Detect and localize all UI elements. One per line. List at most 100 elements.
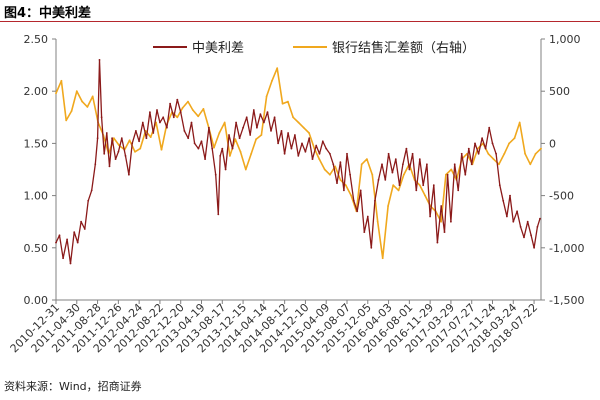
spread-point — [488, 126, 491, 129]
fx-settlement-point — [508, 142, 510, 145]
fx-settlement-point — [302, 126, 305, 129]
spread-point — [418, 158, 421, 161]
spread-point — [519, 226, 522, 228]
spread-point — [315, 144, 318, 147]
spread-point — [263, 121, 265, 124]
spread-point — [304, 150, 307, 153]
spread-point — [96, 137, 99, 140]
spread-point — [62, 257, 64, 260]
spread-point — [329, 152, 331, 155]
spread-point — [217, 213, 220, 216]
fx-settlement-point — [371, 173, 374, 176]
spread-point — [311, 158, 314, 161]
spread-point — [440, 205, 443, 207]
fx-settlement-point — [239, 150, 242, 153]
spread-point — [405, 147, 408, 150]
spread-point — [83, 228, 86, 230]
fx-settlement-point — [334, 165, 337, 168]
spread-point — [359, 189, 362, 192]
fx-settlement-point — [344, 184, 347, 187]
spread-point — [477, 152, 480, 155]
spread-point — [308, 137, 311, 140]
fx-settlement-point — [418, 184, 421, 187]
fx-settlement-point — [534, 152, 537, 155]
spread-point — [280, 130, 283, 132]
fx-settlement-point — [91, 95, 94, 98]
spread-point — [481, 137, 483, 140]
fx-settlement-point — [176, 116, 179, 119]
spread-point — [277, 142, 279, 145]
fx-settlement-point — [350, 194, 353, 197]
fx-settlement-point — [513, 137, 516, 140]
spread-point — [391, 171, 394, 174]
fx-settlement-point — [260, 134, 263, 136]
chart: 0.00 0.50 1.00 1.50 2.00 2.50 -1,500 -1,000 -500… — [8, 33, 585, 355]
spread-point — [100, 116, 103, 119]
spread-point — [339, 161, 342, 164]
spread-point — [149, 111, 151, 113]
spread-point — [190, 121, 193, 124]
spread-point — [214, 173, 217, 176]
fx-settlement-point — [297, 121, 300, 124]
fx-settlement-point — [329, 173, 331, 176]
spread-point — [349, 173, 351, 176]
fx-settlement-point — [181, 107, 184, 109]
fx-settlement-point — [213, 146, 215, 149]
fx-settlement-point — [445, 173, 447, 176]
spread-point — [256, 126, 258, 129]
spread-point — [221, 147, 224, 150]
spread-point — [249, 134, 252, 136]
spread-point — [387, 152, 390, 155]
spread-point — [98, 59, 101, 61]
spread-point — [287, 132, 289, 134]
fx-settlement-point — [128, 139, 131, 142]
fx-settlement-point — [402, 173, 405, 176]
fx-settlement-point — [75, 90, 78, 93]
spread-point — [294, 134, 296, 136]
chart-legend: 中美利差 银行结售汇差额（右轴） — [153, 40, 475, 56]
spread-point — [193, 142, 196, 145]
spread-point — [76, 241, 79, 244]
fx-settlement-point — [492, 158, 495, 161]
figure-header: 图4：中美利差 — [0, 0, 600, 22]
spread-point — [117, 150, 120, 153]
spread-point — [162, 116, 165, 119]
spread-point — [283, 152, 286, 155]
spread-point — [138, 140, 141, 143]
spread-point — [443, 231, 446, 234]
fx-settlement-point — [139, 147, 142, 150]
fx-settlement-point — [450, 168, 453, 171]
y-left-tick-label: 0.00 — [24, 294, 49, 307]
series-line-fx-settlement — [55, 67, 542, 259]
spread-point — [105, 132, 108, 134]
fx-settlement-point — [376, 220, 379, 223]
spread-point — [343, 189, 345, 192]
spread-point — [176, 98, 179, 101]
spread-point — [204, 158, 207, 161]
spread-point — [470, 163, 473, 166]
spread-point — [94, 163, 97, 166]
spread-point — [224, 168, 227, 171]
spread-point — [516, 210, 518, 213]
legend-label-spread: 中美利差 — [192, 41, 244, 56]
spread-point — [114, 158, 117, 161]
spread-point — [464, 173, 467, 176]
y-right-tick-label: -500 — [549, 190, 574, 203]
fx-settlement-point — [70, 110, 73, 112]
spread-point — [297, 155, 300, 157]
spread-point — [187, 137, 190, 140]
fx-settlement-point — [318, 158, 321, 161]
fx-settlement-point — [218, 132, 221, 134]
spread-point — [402, 163, 404, 166]
spread-point — [301, 142, 303, 145]
fx-settlement-point — [244, 168, 247, 171]
fx-settlement-point — [339, 179, 342, 181]
fx-settlement-point — [113, 137, 115, 140]
fx-settlement-point — [271, 79, 273, 82]
spread-point — [259, 113, 262, 116]
spread-point — [453, 163, 456, 166]
fx-settlement-point — [187, 100, 189, 103]
fx-settlement-point — [518, 121, 521, 124]
spread-point — [484, 147, 487, 150]
y-right-tick-label: -1,000 — [549, 242, 584, 255]
